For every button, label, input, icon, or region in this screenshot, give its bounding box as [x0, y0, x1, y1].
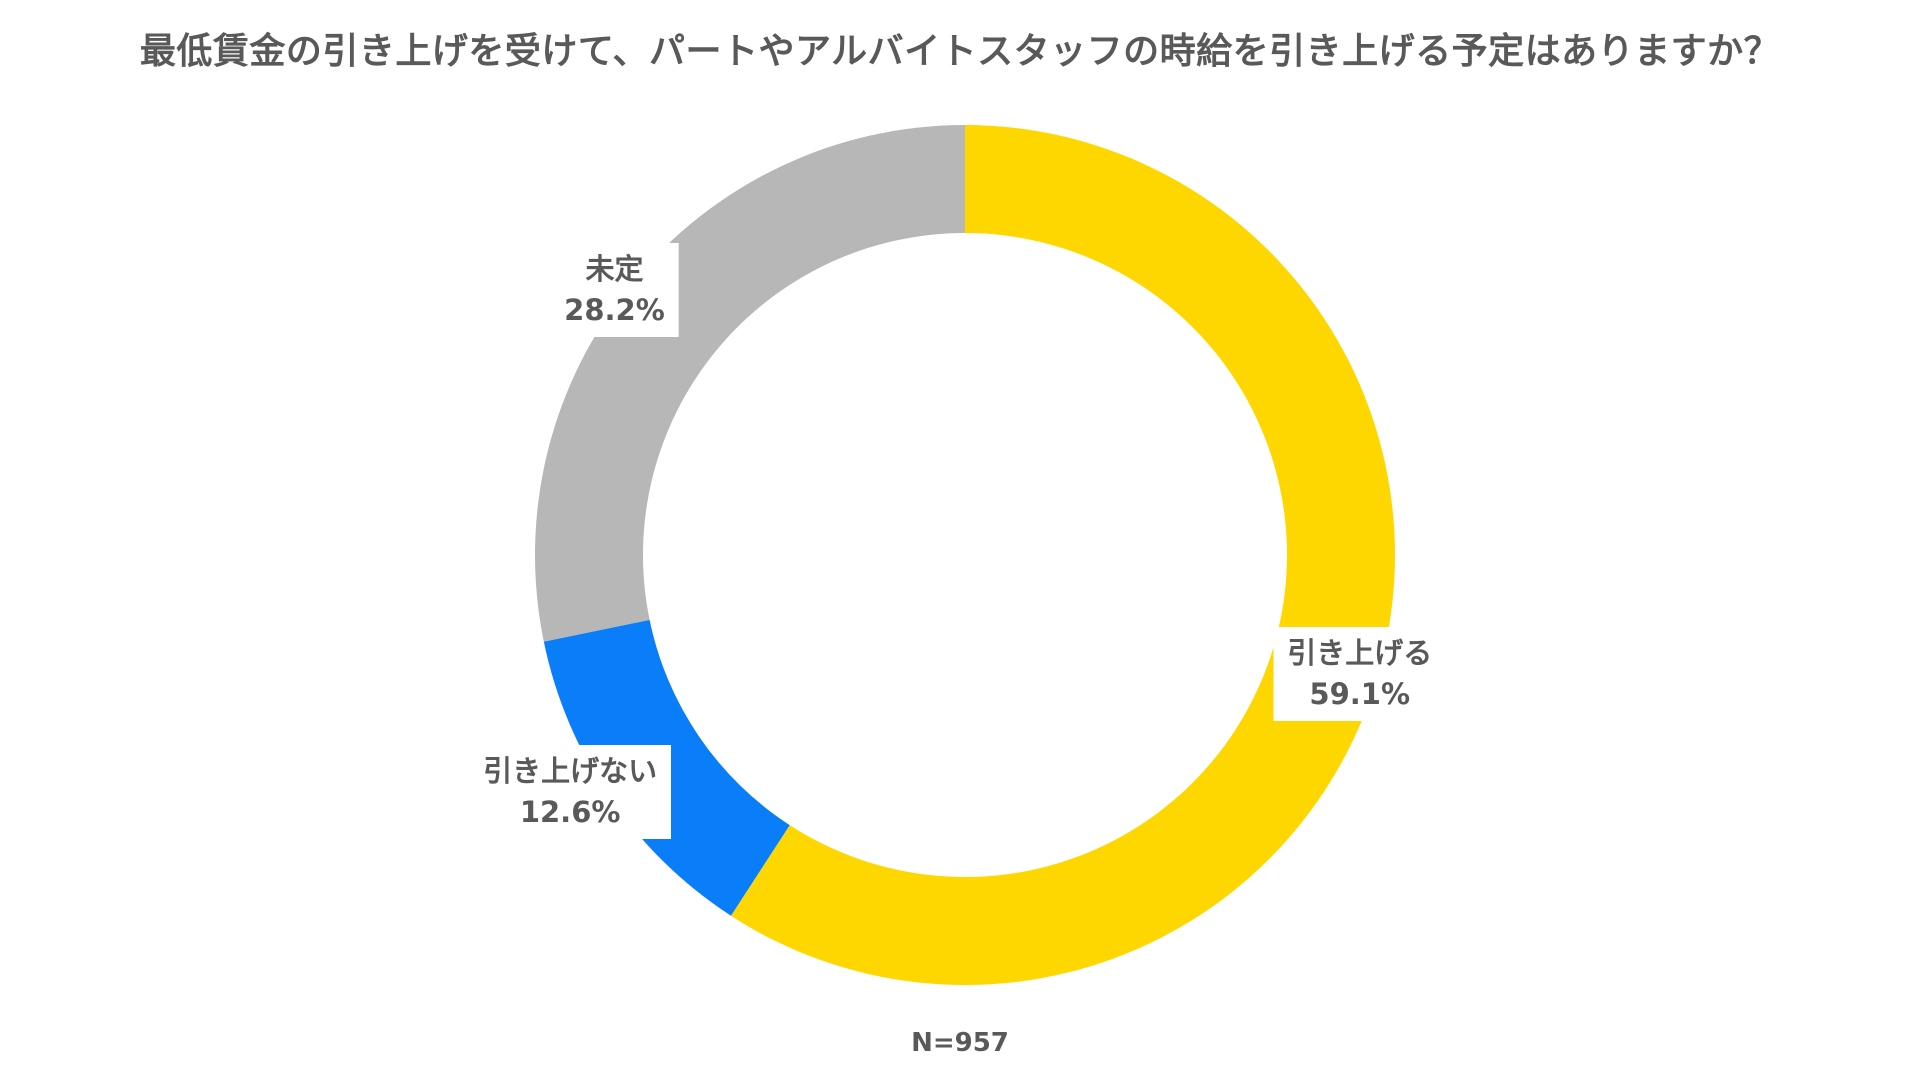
slice-value-label: 12.6% — [519, 794, 621, 829]
slice-category-label: 未定 — [585, 251, 644, 286]
slice-value-label: 59.1% — [1309, 677, 1411, 712]
sample-size-note: N=957 — [911, 1028, 1009, 1058]
slice-label: 引き上げる 59.1% — [1273, 627, 1447, 722]
slice-label: 引き上げない 12.6% — [469, 744, 672, 839]
chart-title: 最低賃金の引き上げを受けて、パートやアルバイトスタッフの時給を引き上げる予定はあ… — [139, 31, 1781, 72]
donut-slice — [535, 125, 965, 642]
slice-value-label: 28.2% — [564, 292, 665, 327]
slice-category-label: 引き上げる — [1287, 636, 1433, 671]
slice-category-label: 引き上げない — [483, 753, 658, 788]
slice-label: 未定 28.2% — [550, 242, 679, 337]
donut-slice — [730, 125, 1395, 985]
